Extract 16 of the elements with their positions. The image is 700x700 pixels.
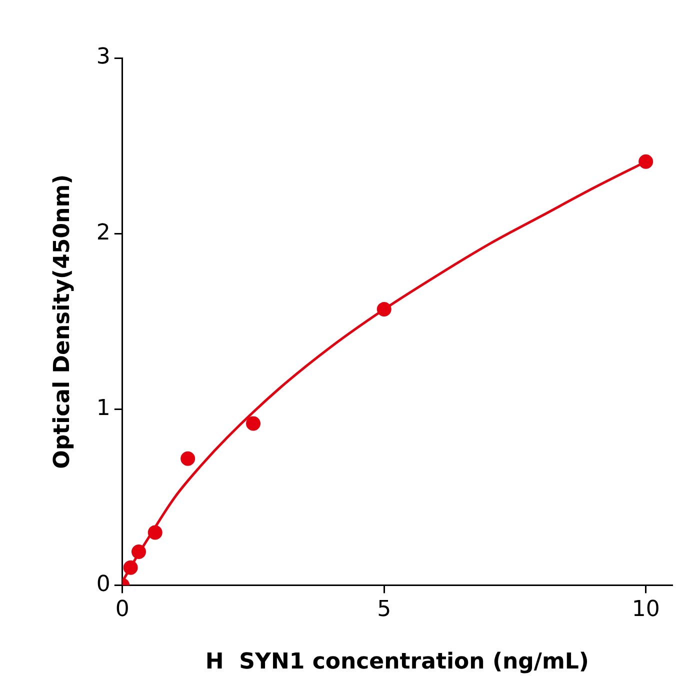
point bbox=[180, 451, 196, 466]
y-tick-label: 0 bbox=[96, 572, 110, 597]
x-tick-label: 10 bbox=[632, 597, 660, 622]
point bbox=[638, 154, 654, 169]
y-tick-label: 1 bbox=[96, 396, 110, 422]
point bbox=[132, 544, 146, 560]
y-tick-label: 3 bbox=[96, 44, 110, 70]
x-axis-title: H SYN1 concentration (ng/mL) bbox=[205, 650, 589, 675]
y-axis-title: Optical Density(450nm) bbox=[50, 174, 75, 469]
point bbox=[148, 525, 162, 540]
point bbox=[376, 302, 392, 317]
x-tick-label: 0 bbox=[115, 597, 130, 622]
point bbox=[123, 560, 138, 575]
x-tick-label: 5 bbox=[377, 597, 392, 622]
y-tick-label: 2 bbox=[96, 220, 110, 246]
point bbox=[246, 416, 261, 431]
